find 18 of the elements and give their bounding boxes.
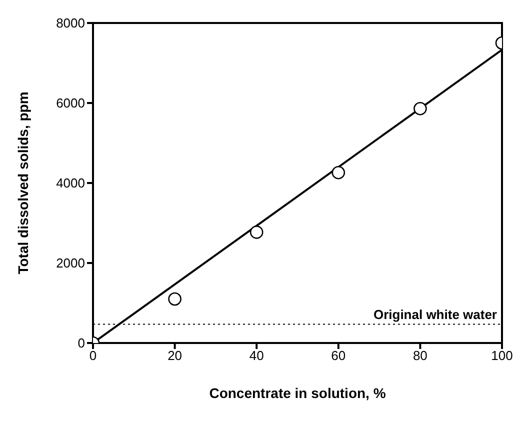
point	[414, 102, 427, 116]
x-tick-label: 60	[331, 348, 346, 364]
x-tick-label: 100	[491, 348, 513, 364]
y-tick-label: 8000	[56, 16, 85, 31]
ref-line-label: Original white water	[373, 307, 497, 322]
x-axis-title: Concentrate in solution, %	[209, 385, 386, 401]
x-tick-label: 0	[89, 348, 97, 364]
y-tick-label: 0	[78, 336, 85, 351]
point	[332, 166, 346, 180]
y-tick-label: 6000	[56, 96, 85, 111]
x-tick-label: 80	[412, 348, 428, 364]
point	[168, 292, 182, 306]
y-tick-label: 2000	[56, 256, 85, 271]
point	[250, 226, 264, 239]
x-tick-label: 40	[249, 348, 264, 364]
y-axis-title: Total dissolved solids, ppm	[14, 92, 31, 274]
x-tick-label: 20	[168, 348, 182, 364]
y-tick-label: 4000	[56, 176, 85, 191]
